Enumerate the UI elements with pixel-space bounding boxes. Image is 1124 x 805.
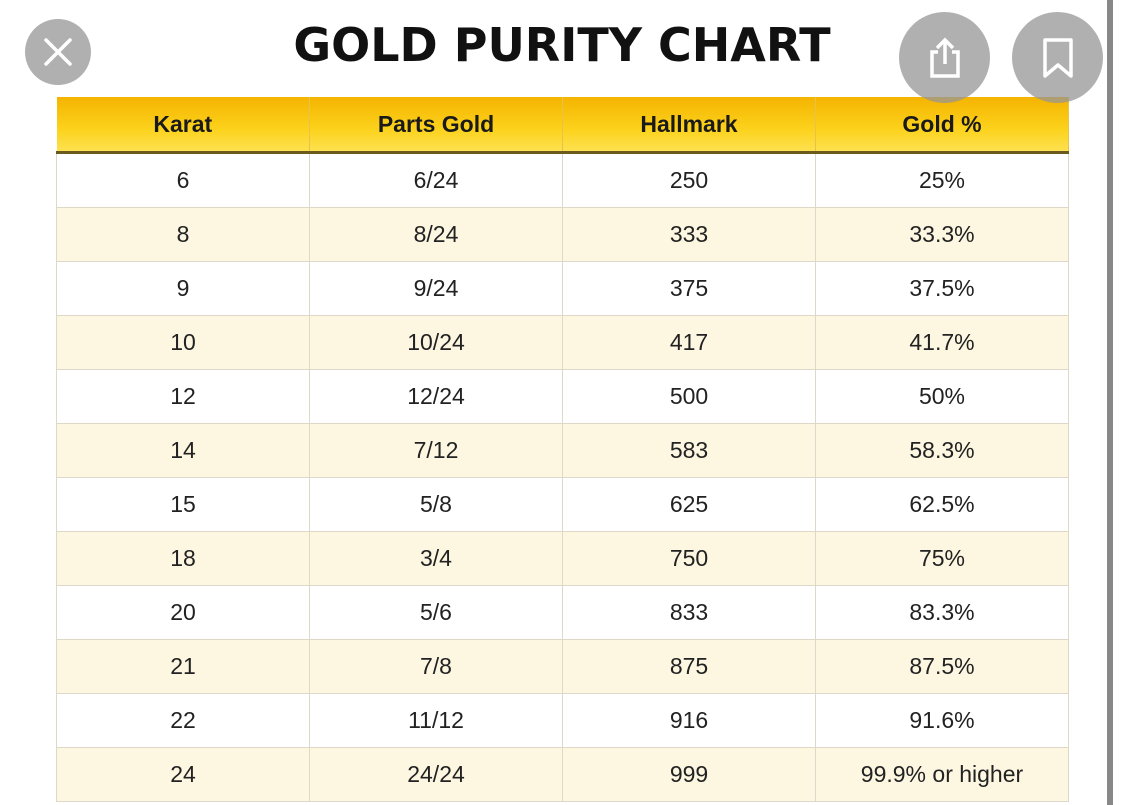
table-cell: 15 [56,477,310,532]
table-cell: 833 [562,585,816,640]
bookmark-button[interactable] [1012,12,1103,103]
table-header-row: Karat Parts Gold Hallmark Gold % [56,97,1069,154]
table-row: 15 5/8 625 62.5% [56,477,1069,532]
table-cell: 25% [815,152,1069,208]
column-header: Hallmark [562,97,816,154]
table-cell: 50% [815,369,1069,424]
table-cell: 18 [56,531,310,586]
table-cell: 10/24 [309,315,563,370]
table-cell: 375 [562,261,816,316]
table-cell: 625 [562,477,816,532]
table-cell: 14 [56,423,310,478]
table-cell: 250 [562,152,816,208]
table-cell: 875 [562,639,816,694]
table-row: 9 9/24 375 37.5% [56,261,1069,316]
table-cell: 99.9% or higher [815,747,1069,802]
table-cell: 9/24 [309,261,563,316]
table-cell: 22 [56,693,310,748]
table-row: 20 5/6 833 83.3% [56,585,1069,640]
table-cell: 583 [562,423,816,478]
table-row: 8 8/24 333 33.3% [56,207,1069,262]
table-cell: 12 [56,369,310,424]
table-cell: 7/8 [309,639,563,694]
table-row: 14 7/12 583 58.3% [56,423,1069,478]
bookmark-icon [1042,37,1073,78]
close-icon [44,38,72,66]
table-cell: 24 [56,747,310,802]
table-cell: 8/24 [309,207,563,262]
table-cell: 750 [562,531,816,586]
table-cell: 7/12 [309,423,563,478]
table-cell: 24/24 [309,747,563,802]
table-cell: 41.7% [815,315,1069,370]
scrollbar[interactable] [1107,0,1113,805]
share-button[interactable] [899,12,990,103]
table-row: 22 11/12 916 91.6% [56,693,1069,748]
column-header: Karat [56,97,310,154]
table-cell: 417 [562,315,816,370]
table-cell: 8 [56,207,310,262]
table-cell: 9 [56,261,310,316]
column-header: Gold % [815,97,1069,154]
table-cell: 3/4 [309,531,563,586]
close-button[interactable] [25,19,91,85]
table-cell: 75% [815,531,1069,586]
table-cell: 87.5% [815,639,1069,694]
table-cell: 37.5% [815,261,1069,316]
table-cell: 10 [56,315,310,370]
table-row: 18 3/4 750 75% [56,531,1069,586]
table-cell: 91.6% [815,693,1069,748]
table-cell: 21 [56,639,310,694]
table-row: 6 6/24 250 25% [56,152,1069,208]
table-cell: 58.3% [815,423,1069,478]
column-header: Parts Gold [309,97,563,154]
table-cell: 12/24 [309,369,563,424]
table-cell: 83.3% [815,585,1069,640]
table-cell: 11/12 [309,693,563,748]
table-cell: 916 [562,693,816,748]
table-cell: 33.3% [815,207,1069,262]
gold-purity-table: Karat Parts Gold Hallmark Gold % 6 6/24 250 25… [56,97,1069,802]
table-cell: 62.5% [815,477,1069,532]
share-icon [929,37,960,78]
table-cell: 333 [562,207,816,262]
table-cell: 5/6 [309,585,563,640]
table-row: 21 7/8 875 87.5% [56,639,1069,694]
page-title: GOLD PURITY CHART [293,18,831,72]
table-cell: 20 [56,585,310,640]
table-row: 10 10/24 417 41.7% [56,315,1069,370]
table-cell: 6 [56,152,310,208]
table-row: 24 24/24 999 99.9% or higher [56,747,1069,802]
table-row: 12 12/24 500 50% [56,369,1069,424]
table-cell: 5/8 [309,477,563,532]
table-cell: 999 [562,747,816,802]
table-cell: 6/24 [309,152,563,208]
table-cell: 500 [562,369,816,424]
